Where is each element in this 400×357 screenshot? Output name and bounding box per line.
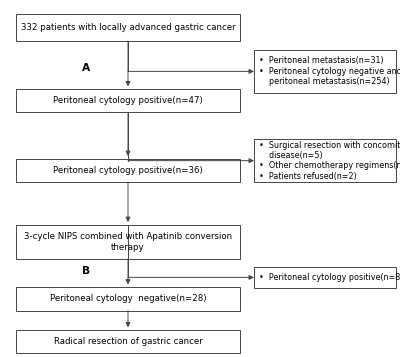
Text: 332 patients with locally advanced gastric cancer: 332 patients with locally advanced gastr… (21, 23, 235, 32)
FancyBboxPatch shape (16, 14, 240, 41)
FancyBboxPatch shape (16, 89, 240, 112)
Text: Peritoneal cytology positive(n=36): Peritoneal cytology positive(n=36) (53, 166, 203, 175)
Text: B: B (82, 266, 90, 276)
Text: Peritoneal cytology positive(n=47): Peritoneal cytology positive(n=47) (53, 96, 203, 105)
FancyBboxPatch shape (16, 287, 240, 311)
Text: •  Surgical resection with concomitant
    disease(n=5)
•  Other chemotherapy re: • Surgical resection with concomitant di… (259, 141, 400, 181)
FancyBboxPatch shape (254, 267, 396, 288)
Text: •  Peritoneal metastasis(n=31)
•  Peritoneal cytology negative and no
    perito: • Peritoneal metastasis(n=31) • Peritone… (259, 56, 400, 86)
Text: 3-cycle NIPS combined with Apatinib conversion
therapy: 3-cycle NIPS combined with Apatinib conv… (24, 232, 232, 252)
FancyBboxPatch shape (16, 225, 240, 259)
Text: A: A (82, 63, 90, 73)
FancyBboxPatch shape (254, 139, 396, 182)
FancyBboxPatch shape (16, 330, 240, 353)
FancyBboxPatch shape (16, 159, 240, 182)
Text: •  Peritoneal cytology positive(n=8): • Peritoneal cytology positive(n=8) (259, 273, 400, 282)
Text: Radical resection of gastric cancer: Radical resection of gastric cancer (54, 337, 202, 346)
FancyBboxPatch shape (254, 50, 396, 93)
Text: Peritoneal cytology  negative(n=28): Peritoneal cytology negative(n=28) (50, 295, 206, 303)
